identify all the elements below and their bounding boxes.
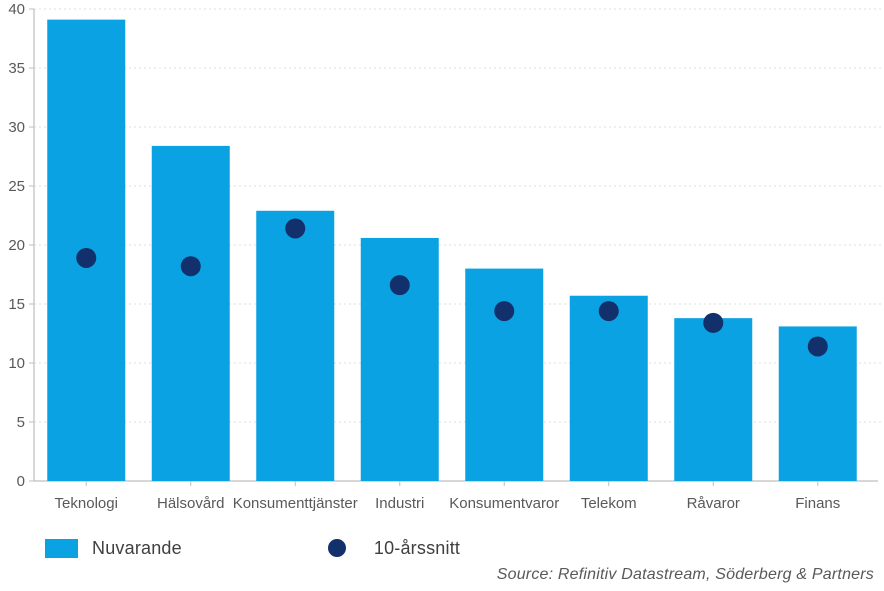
bar-ravaror [674, 318, 753, 481]
x-tick-label-halsovard: Hälsovård [157, 495, 225, 512]
dot-telekom [598, 301, 619, 322]
dot-ravaror [703, 312, 724, 333]
x-tick-label-finans: Finans [795, 495, 840, 512]
dot-halsovard [180, 256, 201, 277]
legend-label-nuvarande: Nuvarande [92, 537, 182, 558]
chart-legend: Nuvarande 10-årssnitt [45, 535, 460, 561]
y-tick-label-30: 30 [8, 119, 25, 136]
legend-label-10-arssnitt: 10-årssnitt [373, 537, 461, 558]
dot-konsumenttjanster [285, 218, 306, 239]
y-tick-label-15: 15 [8, 296, 25, 313]
y-tick-label-0: 0 [17, 473, 25, 490]
bar-konsumentvaror [465, 268, 544, 481]
x-tick-label-konsumenttjanster: Konsumenttjänster [233, 495, 358, 512]
legend-swatch-10-arssnitt [327, 539, 346, 557]
dot-konsumentvaror [494, 301, 515, 322]
y-tick-label-25: 25 [8, 178, 25, 195]
y-tick-label-20: 20 [8, 237, 25, 254]
y-tick-label-5: 5 [17, 414, 25, 431]
sector-valuation-chart: 0 5 10 15 20 25 30 35 40 Teknologi Hälsovård Konsum… [8, 1, 884, 512]
x-tick-label-konsumentvaror: Konsumentvaror [449, 495, 559, 512]
dot-teknologi [76, 247, 97, 268]
x-tick-label-industri: Industri [375, 495, 424, 512]
source-credit: Source: Refinitiv Datastream, Söderberg … [496, 566, 874, 583]
bar-konsumenttjanster [256, 210, 335, 481]
y-tick-label-40: 40 [8, 1, 25, 18]
legend-swatch-nuvarande [45, 538, 78, 558]
bar-halsovard [151, 145, 230, 481]
dot-finans [807, 336, 828, 357]
x-tick-label-telekom: Telekom [581, 495, 637, 512]
dot-industri [389, 275, 410, 296]
x-tick-label-ravaror: Råvaror [687, 495, 740, 512]
x-tick-label-teknologi: Teknologi [55, 495, 118, 512]
y-tick-label-35: 35 [8, 60, 25, 77]
bar-industri [360, 237, 439, 481]
y-tick-label-10: 10 [8, 355, 25, 372]
bar-telekom [569, 295, 648, 481]
